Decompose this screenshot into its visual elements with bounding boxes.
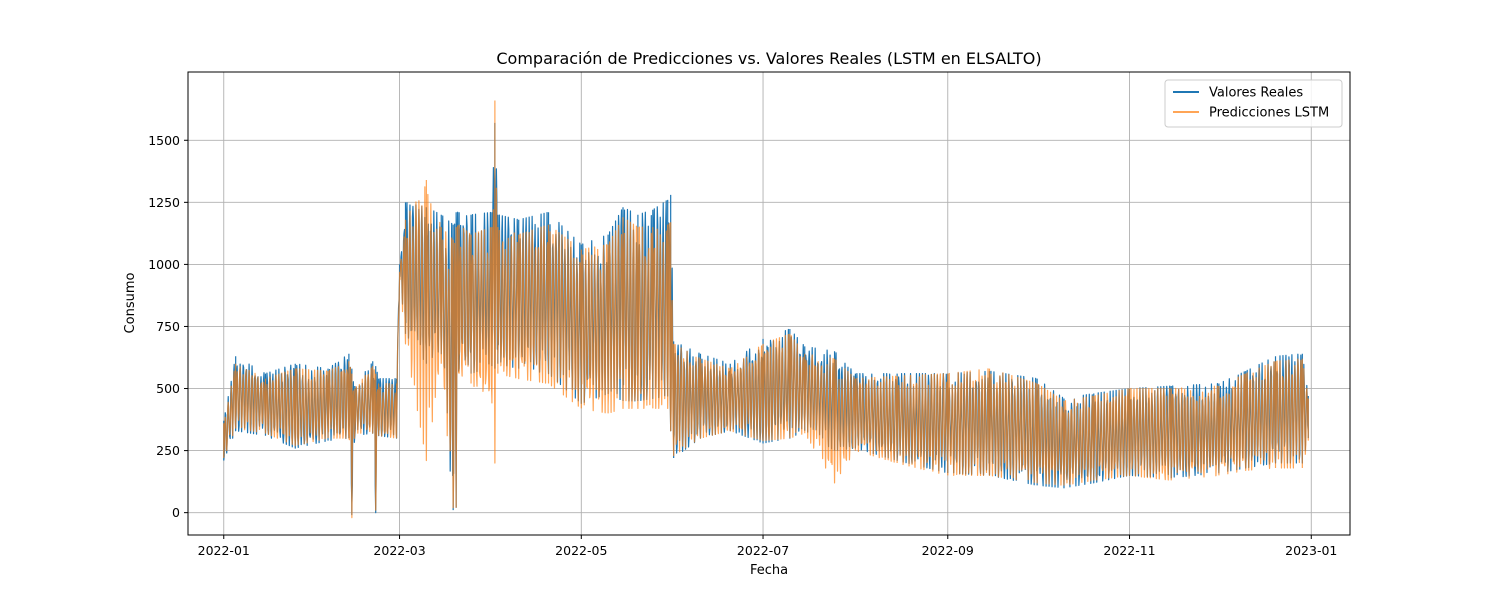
chart-title: Comparación de Predicciones vs. Valores … [496,49,1041,68]
y-tick-label: 750 [156,319,180,334]
x-tick-label: 2022-11 [1103,543,1155,558]
x-tick-label: 2022-03 [373,543,425,558]
y-tick-label: 1500 [148,133,180,148]
series-layer [223,100,1309,519]
legend: Valores Reales Predicciones LSTM [1164,79,1343,128]
legend-label-valores-reales: Valores Reales [1209,86,1303,101]
x-axis-label: Fecha [750,563,788,578]
x-tick-label: 2022-07 [737,543,789,558]
grid [188,72,1350,535]
y-tick-label: 250 [156,443,180,458]
y-tick-label: 500 [156,381,180,396]
legend-label-predicciones-lstm: Predicciones LSTM [1209,106,1329,121]
y-tick-label: 1250 [148,195,180,210]
x-tick-label: 2022-01 [198,543,250,558]
y-tick-label: 0 [172,505,180,520]
ticks: 2022-01 2022-03 2022-05 2022-07 2022-09 2022-… [148,133,1337,558]
plot-area-frame [187,71,1351,536]
series-line-predicciones-lstm [223,100,1309,519]
series-line-valores-reales [223,122,1309,516]
x-tick-label: 2023-01 [1285,543,1337,558]
y-axis-label: Consumo [123,273,138,334]
legend-box [1164,79,1343,128]
y-tick-label: 1000 [148,257,180,272]
x-tick-label: 2022-09 [922,543,974,558]
x-tick-label: 2022-05 [555,543,607,558]
